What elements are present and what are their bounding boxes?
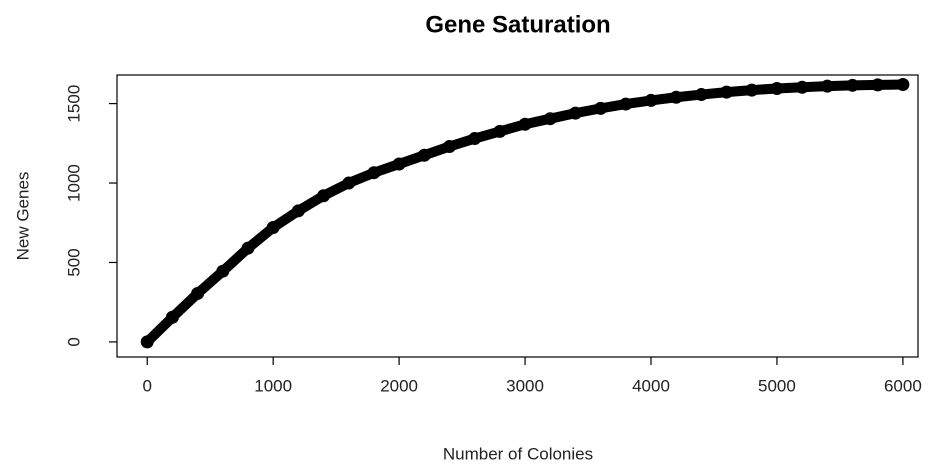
point — [493, 124, 507, 138]
point — [442, 139, 456, 153]
point — [518, 117, 532, 131]
chart-title: Gene Saturation — [425, 11, 610, 38]
y-tick-label: 500 — [64, 248, 83, 276]
y-tick-label: 1000 — [64, 164, 83, 202]
x-tick-label: 3000 — [506, 376, 544, 395]
x-tick-label: 2000 — [380, 376, 418, 395]
point — [770, 82, 784, 96]
point — [669, 90, 683, 104]
x-axis-label: Number of Colonies — [443, 444, 593, 463]
point — [619, 97, 633, 111]
y-axis-label: New Genes — [13, 172, 32, 261]
point — [896, 78, 910, 92]
point — [266, 221, 280, 235]
point — [468, 132, 482, 146]
point — [241, 241, 255, 255]
point — [568, 106, 582, 120]
point — [694, 88, 708, 102]
point — [543, 112, 557, 126]
x-tick-label: 0 — [142, 376, 151, 395]
point — [795, 80, 809, 94]
y-tick-label: 1500 — [64, 85, 83, 123]
point — [720, 85, 734, 99]
x-tick-label: 1000 — [254, 376, 292, 395]
point — [745, 83, 759, 97]
point — [417, 148, 431, 162]
x-tick-label: 4000 — [632, 376, 670, 395]
x-tick-label: 5000 — [758, 376, 796, 395]
point — [342, 176, 356, 190]
plot-frame — [116, 74, 919, 358]
point — [191, 286, 205, 300]
point — [871, 78, 885, 92]
y-tick-label: 0 — [64, 337, 83, 346]
point — [594, 101, 608, 115]
point — [165, 310, 179, 324]
x-tick-label: 6000 — [884, 376, 922, 395]
point-trace — [142, 79, 908, 347]
point — [216, 264, 230, 278]
point — [140, 335, 154, 349]
point — [367, 166, 381, 180]
point — [317, 189, 331, 203]
point — [392, 157, 406, 171]
point — [644, 93, 658, 107]
point — [820, 79, 834, 93]
point — [291, 204, 305, 218]
point — [846, 78, 860, 92]
